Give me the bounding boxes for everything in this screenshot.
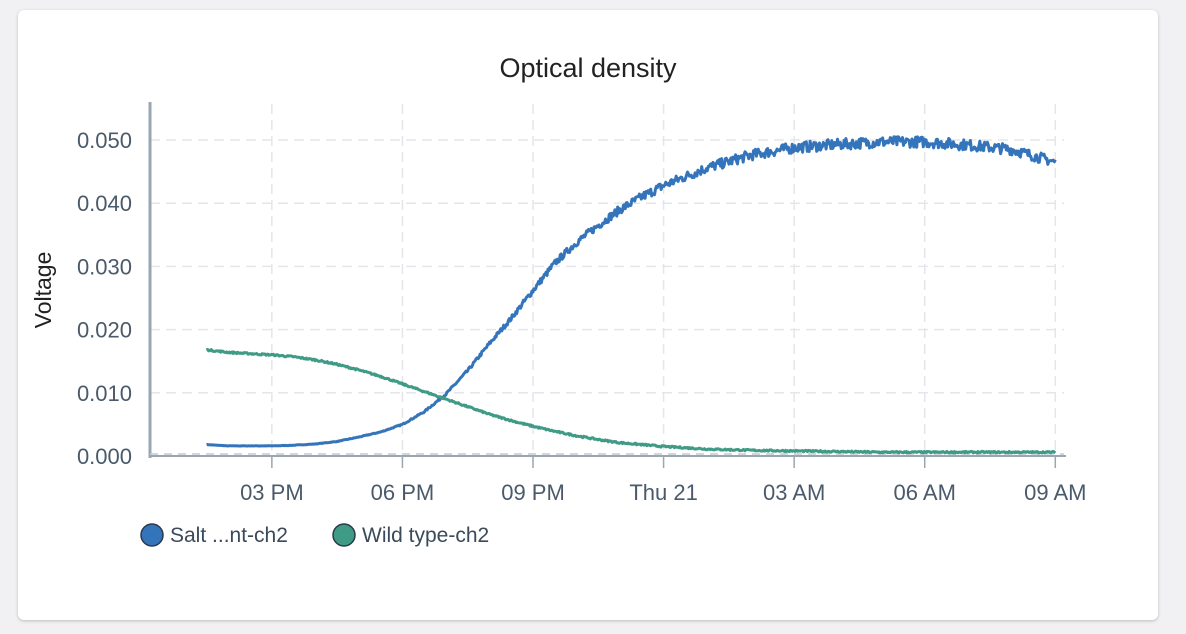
series-line-1 (206, 135, 1057, 448)
legend-marker-icon (140, 523, 164, 547)
x-tick-label: 03 PM (240, 480, 304, 505)
y-tick-label: 0.030 (77, 254, 132, 279)
y-axis-label: Voltage (30, 252, 56, 329)
x-tick-label: 06 AM (894, 480, 956, 505)
legend[interactable]: Salt ...nt-ch2 Wild type-ch2 (140, 523, 489, 547)
legend-label: Wild type-ch2 (362, 524, 489, 547)
legend-marker-icon (332, 523, 356, 547)
x-tick-label: Thu 21 (629, 480, 698, 505)
x-tick-label: 09 PM (501, 480, 565, 505)
legend-item[interactable]: Wild type-ch2 (332, 523, 489, 547)
chart-title: Optical density (499, 53, 677, 83)
y-tick-label: 0.020 (77, 318, 132, 343)
y-tick-label: 0.010 (77, 381, 132, 406)
y-tick-label: 0.040 (77, 191, 132, 216)
legend-label: Salt ...nt-ch2 (170, 524, 288, 547)
legend-item[interactable]: Salt ...nt-ch2 (140, 523, 288, 547)
series-line-2 (205, 347, 1057, 455)
optical-density-chart: Optical density Voltage 0.0000.0100.0200… (30, 53, 1086, 547)
series-layer (205, 135, 1057, 455)
chart-card: Optical density Voltage 0.000 0.010 0.020 0… (18, 10, 1158, 620)
x-tick-label: 09 AM (1024, 480, 1086, 505)
y-tick-label: 0.000 (77, 444, 132, 469)
x-tick-label: 03 AM (763, 480, 825, 505)
axis-layer: 0.000 0.010 0.020 0.030 0.040 0.050 03 PM 06 PM… (77, 102, 1086, 505)
y-tick-label: 0.050 (77, 128, 132, 153)
grid-layer (150, 104, 1064, 456)
x-tick-label: 06 PM (371, 480, 435, 505)
